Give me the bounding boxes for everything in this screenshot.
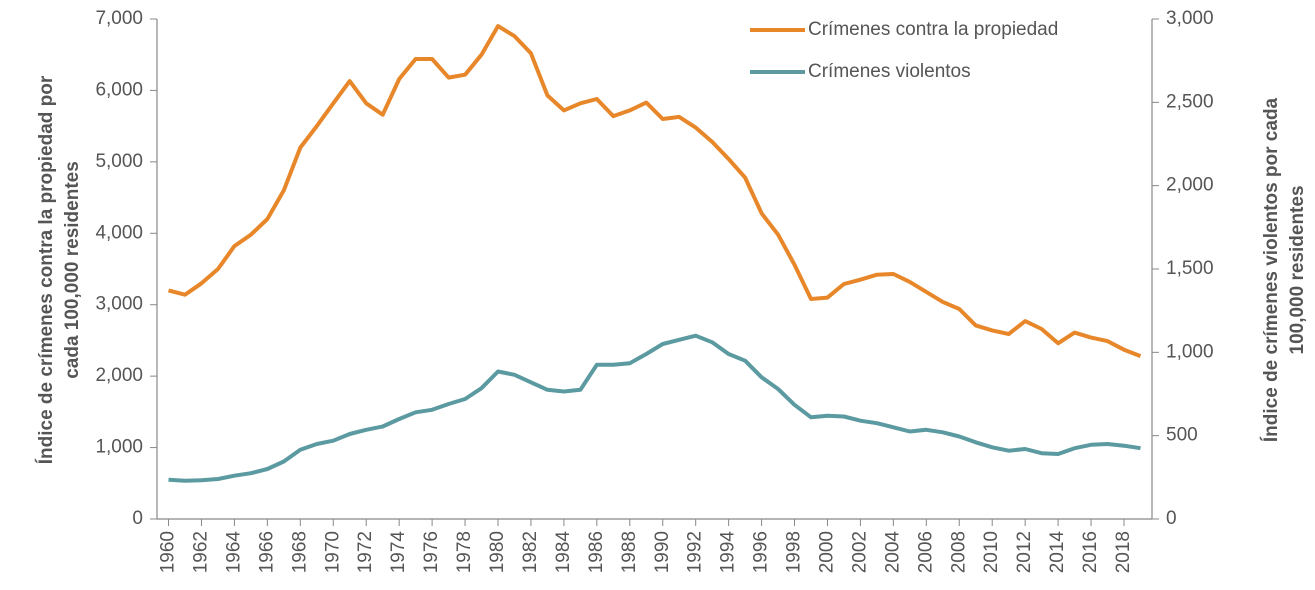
series-line bbox=[168, 333, 1141, 483]
x-tick-label: 2018 bbox=[1113, 531, 1134, 573]
y-axis-title: Índice de crímenes contra la propiedad p… bbox=[35, 75, 57, 464]
y2-tick-label: 1,500 bbox=[1166, 258, 1214, 279]
x-tick-label: 1990 bbox=[652, 531, 673, 573]
x-tick-label: 1974 bbox=[388, 531, 409, 574]
x-tick-label: 1964 bbox=[223, 531, 244, 574]
x-tick-label: 1976 bbox=[421, 531, 442, 573]
y2-tick-label: 2,000 bbox=[1166, 175, 1214, 196]
x-tick-label: 1996 bbox=[751, 531, 772, 573]
series-line bbox=[167, 24, 1142, 358]
legend-label: Crímenes violentos bbox=[808, 61, 971, 82]
x-tick-label: 1978 bbox=[454, 531, 475, 573]
x-tick-label: 2012 bbox=[1014, 531, 1035, 573]
x-tick-label: 1994 bbox=[718, 531, 739, 574]
y-tick-label: 4,000 bbox=[95, 222, 143, 243]
x-tick-label: 1992 bbox=[685, 531, 706, 573]
y-tick-label: 1,000 bbox=[95, 437, 143, 458]
x-tick-label: 2000 bbox=[816, 531, 837, 573]
legend-label: Crímenes contra la propiedad bbox=[808, 19, 1058, 40]
x-tick-label: 2010 bbox=[981, 531, 1002, 573]
x-tick-label: 1986 bbox=[586, 531, 607, 573]
x-tick-label: 1988 bbox=[619, 531, 640, 573]
x-tick-label: 2006 bbox=[915, 531, 936, 573]
x-tick-label: 1982 bbox=[520, 531, 541, 573]
y2-axis-title: Índice de crímenes violentos por cada bbox=[1260, 97, 1282, 442]
y-tick-label: 7,000 bbox=[95, 8, 143, 29]
x-tick-label: 2002 bbox=[849, 531, 870, 573]
x-tick-label: 1966 bbox=[256, 531, 277, 573]
x-tick-label: 2016 bbox=[1080, 531, 1101, 573]
x-tick-label: 1980 bbox=[487, 531, 508, 573]
y-tick-label: 6,000 bbox=[95, 79, 143, 100]
y2-axis-title: 100,000 residentes bbox=[1287, 185, 1308, 354]
y-tick-label: 5,000 bbox=[95, 151, 143, 172]
x-tick-label: 1998 bbox=[784, 531, 805, 573]
y2-tick-label: 0 bbox=[1166, 508, 1177, 529]
x-tick-label: 1970 bbox=[322, 531, 343, 573]
y2-tick-label: 1,000 bbox=[1166, 341, 1214, 362]
x-tick-label: 1962 bbox=[190, 531, 211, 573]
y2-tick-label: 3,000 bbox=[1166, 8, 1214, 29]
x-tick-label: 1972 bbox=[355, 531, 376, 573]
y-axis-title: cada 100,000 residentes bbox=[62, 161, 83, 379]
x-tick-label: 2004 bbox=[882, 531, 903, 574]
y-tick-label: 3,000 bbox=[95, 294, 143, 315]
y2-tick-label: 500 bbox=[1166, 425, 1198, 446]
x-tick-label: 1968 bbox=[289, 531, 310, 573]
x-tick-label: 1984 bbox=[553, 531, 574, 574]
x-tick-label: 2008 bbox=[948, 531, 969, 573]
y-tick-label: 0 bbox=[132, 508, 143, 529]
x-tick-label: 1960 bbox=[158, 531, 179, 573]
y-tick-label: 2,000 bbox=[95, 365, 143, 386]
x-tick-label: 2014 bbox=[1047, 531, 1068, 574]
y2-tick-label: 2,500 bbox=[1166, 91, 1214, 112]
